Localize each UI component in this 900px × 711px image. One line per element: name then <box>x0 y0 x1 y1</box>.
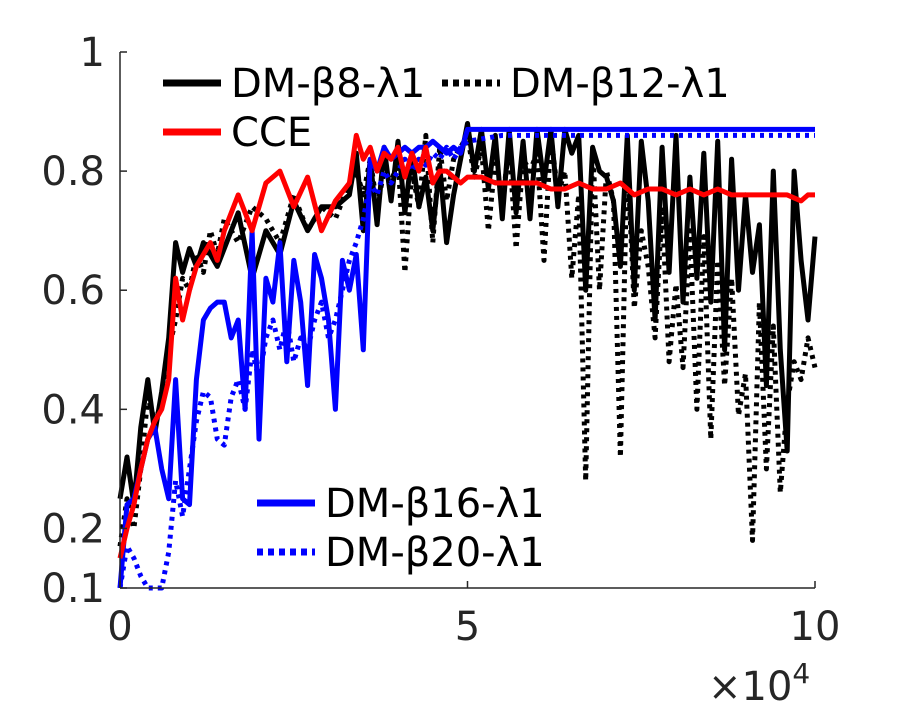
legend-label-dm-20-1: DM-β20-λ1 <box>325 530 545 576</box>
x-axis-multiplier-base: ×10 <box>708 664 792 710</box>
legend-label-cce: CCE <box>231 110 312 156</box>
legend-label-dm-16-1: DM-β16-λ1 <box>325 481 545 527</box>
y-tick-label: 1 <box>80 30 105 76</box>
series-lines <box>117 121 818 591</box>
x-axis-ticks: 0 5 10 <box>107 581 840 650</box>
series-line-4 <box>117 126 815 589</box>
y-tick-label: 0.8 <box>41 149 105 195</box>
x-axis-multiplier: ×104 <box>708 657 810 710</box>
x-tick-label: 10 <box>790 604 841 650</box>
series-line-3 <box>117 132 815 559</box>
y-tick-label: 0.1 <box>41 566 105 612</box>
x-axis-multiplier-exponent: 4 <box>792 657 810 690</box>
y-tick-label: 0.4 <box>41 387 105 433</box>
y-tick-label: 0.2 <box>41 506 105 552</box>
legend-label-dm-8-1: DM-β8-λ1 <box>231 61 425 107</box>
y-axis-ticks: 0.1 0.2 0.4 0.6 0.8 1 <box>41 30 127 612</box>
series-line-1 <box>117 121 818 508</box>
legend-label-dm-12-1: DM-β12-λ1 <box>510 61 730 107</box>
x-tick-label: 5 <box>455 604 480 650</box>
legend-top-left: DM-β8-λ1 DM-β12-λ1 CCE <box>163 61 730 156</box>
x-tick-label: 0 <box>107 604 132 650</box>
y-tick-label: 0.6 <box>41 268 105 314</box>
